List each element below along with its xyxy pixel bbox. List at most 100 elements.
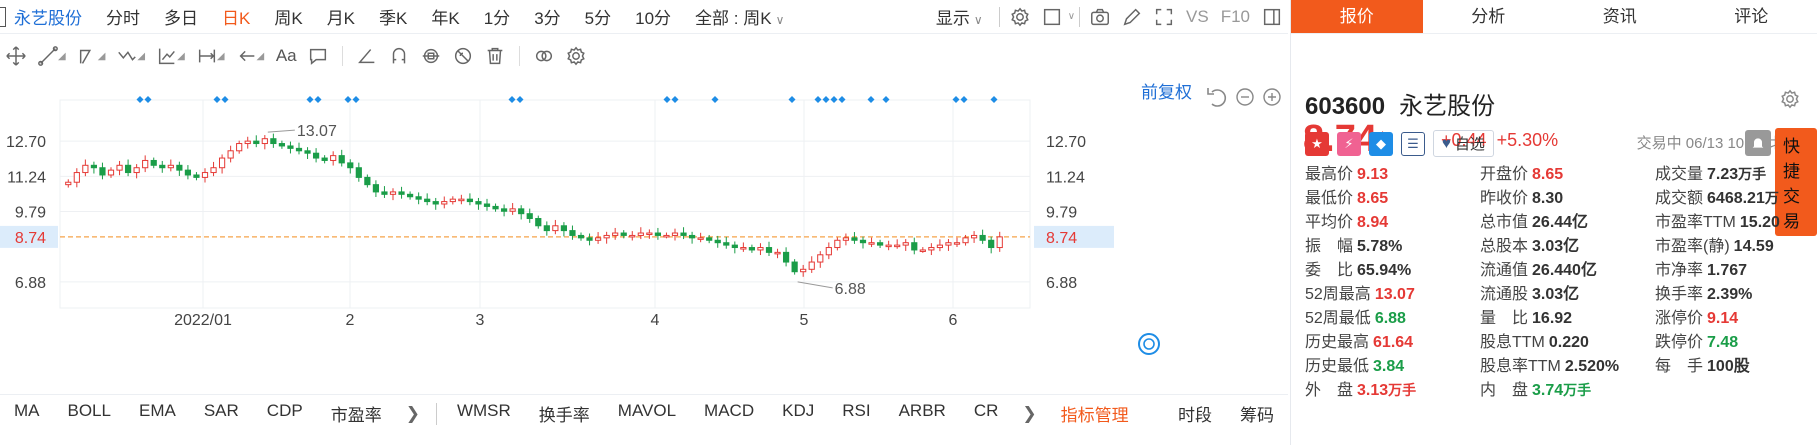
hk-connect-icon[interactable]: ⚡: [1337, 131, 1361, 156]
fibonacci-icon[interactable]: [151, 41, 183, 71]
polyline-icon[interactable]: [72, 41, 104, 71]
candle-down: [680, 232, 687, 236]
move-crosshair-icon[interactable]: [0, 41, 32, 71]
measure-range-icon[interactable]: [191, 41, 223, 71]
indicator-item[interactable]: EMA: [138, 401, 176, 420]
trend-line-icon[interactable]: [32, 41, 64, 71]
stats-row: 平均价 8.94 总市值 26.44亿 市盈率TTM 15.20: [1291, 208, 1817, 232]
indicator-item[interactable]: KDJ: [782, 401, 815, 420]
indicator-manage-button[interactable]: 指标管理: [1060, 406, 1129, 425]
indicator-item[interactable]: SAR: [203, 401, 239, 420]
caret-down-icon[interactable]: ◢: [137, 50, 146, 62]
indicator-item[interactable]: MAVOL: [617, 401, 677, 420]
link-rings-icon[interactable]: [528, 41, 560, 71]
undo-icon[interactable]: [1207, 88, 1227, 107]
indicator-item[interactable]: BOLL: [67, 401, 111, 420]
trash-icon[interactable]: [479, 41, 511, 71]
chevron-right-icon[interactable]: ❯: [405, 403, 420, 423]
stat-cell: 跌停价 7.48: [1641, 328, 1816, 352]
stat-label: 换手率: [1655, 286, 1704, 303]
candle-down: [270, 138, 277, 145]
stat-label: 每 手: [1655, 358, 1704, 375]
chart-style-icon[interactable]: [1036, 2, 1068, 32]
camera-icon[interactable]: [1084, 2, 1116, 32]
candle-up: [962, 237, 969, 244]
wave-line-icon[interactable]: [111, 41, 143, 71]
caret-down-icon[interactable]: ◢: [216, 50, 225, 62]
caret-down-icon[interactable]: ◢: [177, 50, 185, 62]
range-select[interactable]: 全部 : 周K: [683, 4, 796, 29]
chevron-right-icon[interactable]: ❯: [1022, 403, 1037, 423]
period-tab[interactable]: 年K: [431, 9, 460, 28]
fullscreen-icon[interactable]: [1148, 2, 1180, 32]
indicator-item[interactable]: WMSR: [456, 401, 511, 420]
indicator-item[interactable]: 筹码: [1240, 406, 1274, 425]
candle-down: [483, 203, 491, 207]
indicator-item[interactable]: 换手率: [538, 406, 590, 425]
search-q-icon[interactable]: [1138, 333, 1160, 355]
quote-tab[interactable]: 评论: [1734, 7, 1769, 26]
quote-tab[interactable]: 分析: [1471, 7, 1506, 26]
indicator-item[interactable]: ARBR: [898, 401, 946, 420]
candle-up: [894, 244, 901, 248]
settings-gear-icon[interactable]: [1004, 2, 1036, 32]
caret-down-icon[interactable]: ◢: [97, 50, 106, 62]
lock-drawing-icon[interactable]: [415, 41, 447, 71]
notes-icon[interactable]: ☰: [1401, 131, 1425, 156]
candlestick-chart[interactable]: 12.70 12.70 11.24 11.24 9.79 9.79 6.88 6.88 2022…: [0, 80, 1288, 390]
stat-label: 成交额: [1655, 190, 1704, 207]
adjust-mode-link[interactable]: 前复权: [1141, 83, 1192, 102]
period-tab[interactable]: 3分: [534, 9, 561, 28]
caret-down-icon[interactable]: ◢: [58, 50, 66, 62]
alert-bell-icon[interactable]: [1745, 130, 1771, 156]
text-tool-button[interactable]: Aa: [275, 46, 297, 65]
period-tab[interactable]: 多日: [164, 9, 198, 28]
chevron-down-icon[interactable]: ∨: [1067, 11, 1076, 22]
display-menu[interactable]: 显示: [924, 4, 995, 29]
add-watchlist-button[interactable]: ♥ 自选: [1433, 130, 1494, 157]
period-tab[interactable]: 季K: [379, 9, 408, 28]
magnet-icon[interactable]: [383, 41, 415, 71]
period-tab[interactable]: 周K: [274, 9, 303, 28]
pencil-icon[interactable]: [1116, 2, 1148, 32]
angle-icon[interactable]: [351, 41, 383, 71]
period-tab[interactable]: 日K: [222, 9, 251, 28]
stat-value: 8.94: [1357, 214, 1389, 231]
stat-label: 平均价: [1305, 214, 1354, 231]
quote-tab[interactable]: 报价: [1291, 0, 1423, 33]
zoom-out-icon[interactable]: [1236, 88, 1254, 106]
indicator-item[interactable]: MACD: [704, 401, 755, 420]
period-tab[interactable]: 月K: [326, 9, 356, 28]
caret-down-icon[interactable]: ◢: [256, 50, 265, 62]
stat-cell: 历史最低 3.84: [1291, 352, 1466, 376]
stat-value: 7.23万手: [1707, 166, 1767, 183]
zoom-in-icon[interactable]: [1263, 88, 1281, 106]
period-tab[interactable]: 分时: [106, 9, 140, 28]
period-tab[interactable]: 1分: [483, 9, 511, 28]
f10-button[interactable]: F10: [1220, 6, 1250, 26]
indicator-item[interactable]: CDP: [266, 401, 303, 420]
quote-tab[interactable]: 资讯: [1602, 7, 1637, 26]
indicator-item[interactable]: 市盈率: [330, 406, 382, 425]
indicator-item[interactable]: MA: [14, 401, 40, 420]
menu-icon[interactable]: [0, 6, 6, 27]
tag-icon[interactable]: ◆: [1369, 131, 1393, 156]
stock-name-link[interactable]: 永艺股份: [14, 9, 82, 28]
stat-value: 15.20: [1739, 214, 1780, 231]
candle-up: [936, 244, 944, 249]
period-tab[interactable]: 10分: [635, 9, 672, 28]
arrow-left-icon[interactable]: [231, 41, 263, 71]
indicator-item[interactable]: RSI: [842, 401, 871, 420]
indicator-item[interactable]: CR: [973, 401, 999, 420]
vs-compare-button[interactable]: VS: [1186, 6, 1209, 26]
draw-settings-icon[interactable]: [560, 41, 592, 71]
quote-settings-gear-icon[interactable]: [1779, 88, 1801, 110]
y-tick-label-right: 11.24: [1046, 169, 1085, 186]
hide-drawing-icon[interactable]: [447, 41, 479, 71]
sidebar-toggle-icon[interactable]: [1256, 2, 1288, 32]
quick-trade-button[interactable]: 快捷交易: [1775, 128, 1817, 236]
candle-down: [372, 184, 380, 193]
indicator-item[interactable]: 时段: [1178, 406, 1212, 425]
comment-icon[interactable]: [302, 41, 334, 71]
period-tab[interactable]: 5分: [584, 9, 612, 28]
